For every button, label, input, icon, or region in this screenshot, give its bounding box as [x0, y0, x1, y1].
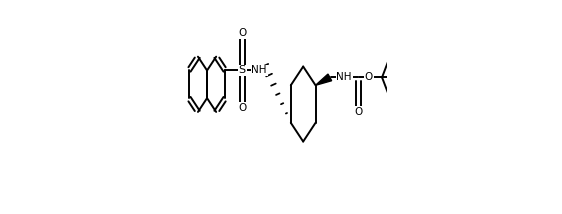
Text: O: O	[354, 107, 362, 117]
Text: O: O	[365, 72, 373, 82]
Text: O: O	[238, 28, 246, 38]
Text: NH: NH	[336, 72, 352, 82]
Text: S: S	[239, 65, 246, 76]
Text: O: O	[238, 103, 246, 113]
Text: NH: NH	[251, 65, 267, 76]
Polygon shape	[315, 74, 332, 85]
